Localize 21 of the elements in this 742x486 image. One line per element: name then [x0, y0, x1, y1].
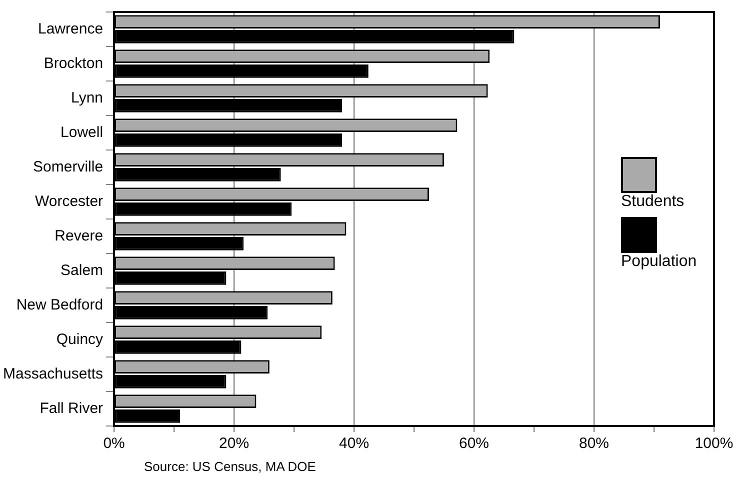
x-tick-label: 0% [103, 435, 125, 452]
x-tick-label: 80% [578, 435, 610, 452]
y-tick-label: Salem [60, 262, 104, 279]
y-tick-label: New Bedford [16, 296, 104, 314]
y-tick-label: Lowell [60, 124, 104, 141]
y-tick-label: Massachusetts [2, 365, 104, 382]
y-tick-label: Fall River [40, 400, 104, 417]
legend-label: Population [621, 253, 697, 271]
x-tick-label: 40% [339, 435, 370, 452]
x-tick-label: 60% [459, 435, 490, 452]
x-tick-label: 20% [219, 435, 250, 452]
y-tick-label: Brockton [44, 54, 104, 72]
x-tick-label: 100% [694, 435, 734, 452]
y-tick-label: Somerville [33, 158, 104, 176]
y-tick-label: Lawrence [38, 20, 104, 38]
y-tick-label: Revere [54, 227, 104, 244]
y-tick-label: Lynn [71, 89, 104, 106]
source-note: Source: US Census, MA DOE [144, 459, 316, 474]
y-tick-label: Quincy [56, 330, 104, 348]
y-tick-label: Worcester [34, 192, 104, 210]
legend-label: Students [621, 193, 686, 211]
